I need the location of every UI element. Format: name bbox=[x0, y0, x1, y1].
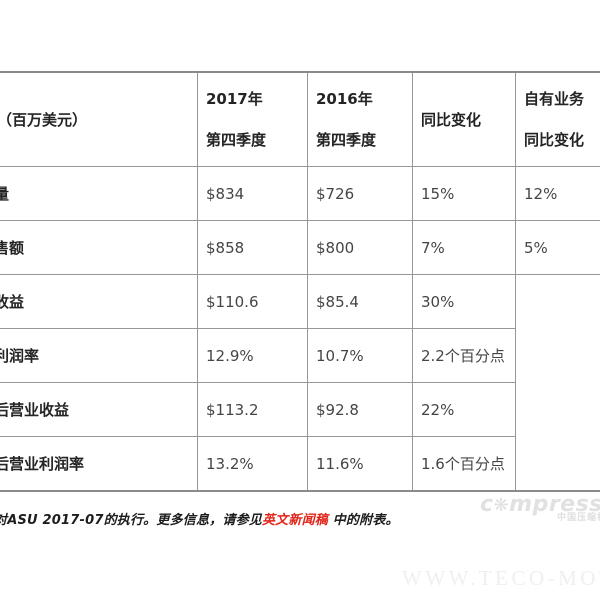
row-label: 后营业收益 bbox=[0, 382, 198, 437]
header-q4-2017-line1: 2017年 bbox=[206, 89, 263, 108]
cell-q4-2016: 10.7% bbox=[307, 328, 413, 383]
cell-yoy: 22% bbox=[412, 382, 516, 437]
compressor-wordmark-suffix: mpressor bbox=[509, 492, 600, 517]
cell-yoy: 30% bbox=[412, 274, 516, 329]
table-row-adj-operating-income: 后营业收益 $113.2 $92.8 22% bbox=[0, 382, 600, 437]
footnote-prefix: 对ASU 2017-07的执行。更多信息，请参见 bbox=[0, 513, 262, 528]
row-label: 后营业利润率 bbox=[0, 436, 198, 492]
cell-organic-yoy: 12% bbox=[515, 166, 600, 221]
cell-yoy: 7% bbox=[412, 220, 516, 275]
row-label: 量 bbox=[0, 166, 198, 221]
cell-q4-2016: 11.6% bbox=[307, 436, 413, 492]
cell-q4-2017: $858 bbox=[197, 220, 308, 275]
cell-organic-yoy: 5% bbox=[515, 220, 600, 275]
header-yoy-cell: 同比变化 bbox=[412, 71, 516, 167]
compressor-watermark-subtext: 中国压缩机网 bbox=[557, 513, 600, 523]
row-label: 售额 bbox=[0, 220, 198, 275]
cell-yoy: 1.6个百分点 bbox=[412, 436, 516, 492]
cell-q4-2017: $834 bbox=[197, 166, 308, 221]
cell-q4-2017: $110.6 bbox=[197, 274, 308, 329]
header-yoy-label: 同比变化 bbox=[421, 111, 482, 129]
cell-yoy: 2.2个百分点 bbox=[412, 328, 516, 383]
header-unit-cell: （百万美元） bbox=[0, 71, 198, 167]
swirl-icon: ❋ bbox=[493, 495, 510, 516]
cell-q4-2016: $92.8 bbox=[307, 382, 413, 437]
cell-q4-2017: 13.2% bbox=[197, 436, 308, 492]
header-organic-line2: 同比变化 bbox=[524, 130, 585, 149]
row-label: 收益 bbox=[0, 274, 198, 329]
table-header-row: （百万美元） 2017年 第四季度 2016年 第四季度 同比变化 自有业务 同… bbox=[0, 71, 600, 167]
row-label: 利润率 bbox=[0, 328, 198, 383]
header-q4-2017-line2: 第四季度 bbox=[206, 130, 267, 149]
table-row-margin: 利润率 12.9% 10.7% 2.2个百分点 bbox=[0, 328, 600, 383]
table-row-orders: 量 $834 $726 15% 12% bbox=[0, 166, 600, 221]
header-q4-2016-line2: 第四季度 bbox=[316, 130, 377, 149]
cell-q4-2016: $726 bbox=[307, 166, 413, 221]
english-press-release-link[interactable]: 英文新闻稿 bbox=[261, 513, 328, 528]
cell-q4-2016: $800 bbox=[307, 220, 413, 275]
compressor-watermark-logo: c❋mpressor bbox=[480, 492, 600, 517]
table-row-income: 收益 $110.6 $85.4 30% bbox=[0, 274, 600, 492]
cell-q4-2016: $85.4 bbox=[307, 274, 413, 329]
table-row-revenue: 售额 $858 $800 7% 5% bbox=[0, 220, 600, 275]
header-q4-2017-cell: 2017年 第四季度 bbox=[197, 71, 308, 167]
q4-results-table: （百万美元） 2017年 第四季度 2016年 第四季度 同比变化 自有业务 同… bbox=[0, 71, 600, 492]
unit-header-label: （百万美元） bbox=[0, 111, 88, 129]
header-organic-cell: 自有业务 同比变化 bbox=[515, 71, 600, 167]
compressor-wordmark-prefix: c bbox=[480, 492, 494, 517]
site-url-watermark: WWW.TECO-MOTORS.COM bbox=[402, 566, 600, 590]
cell-q4-2017: $113.2 bbox=[197, 382, 308, 437]
table-row-adj-operating-margin: 后营业利润率 13.2% 11.6% 1.6个百分点 bbox=[0, 436, 600, 492]
header-q4-2016-line1: 2016年 bbox=[316, 89, 373, 108]
footnote-suffix: 中的附表。 bbox=[328, 513, 399, 528]
footnote-text: 对ASU 2017-07的执行。更多信息，请参见英文新闻稿 中的附表。 bbox=[0, 509, 600, 528]
cell-q4-2017: 12.9% bbox=[197, 328, 308, 383]
cell-organic-yoy-merged-empty bbox=[515, 274, 600, 492]
cell-yoy: 15% bbox=[412, 166, 516, 221]
header-q4-2016-cell: 2016年 第四季度 bbox=[307, 71, 413, 167]
header-organic-line1: 自有业务 bbox=[524, 89, 585, 108]
